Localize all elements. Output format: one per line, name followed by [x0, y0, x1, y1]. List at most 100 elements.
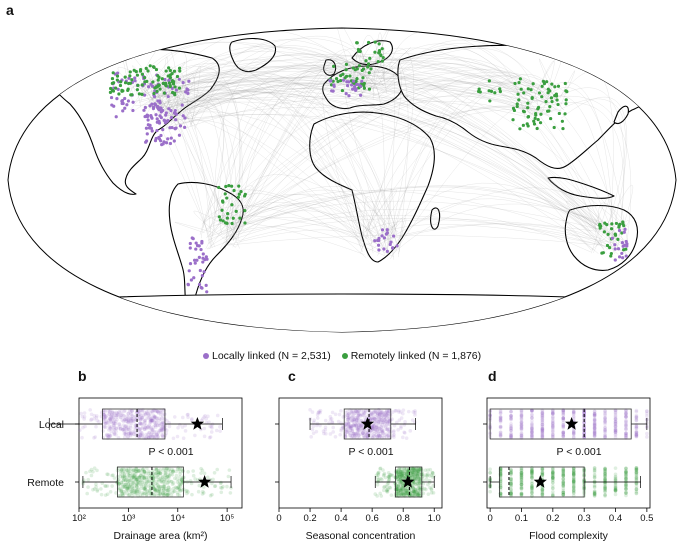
- jitter-point: [125, 491, 130, 496]
- jitter-point: [355, 416, 360, 420]
- jitter-point: [509, 472, 513, 477]
- link-line: [550, 102, 624, 236]
- jitter-point: [316, 411, 320, 415]
- jitter-point: [386, 411, 391, 416]
- jitter-point: [346, 415, 351, 420]
- jitter-point: [199, 466, 203, 471]
- link-line: [360, 219, 613, 244]
- jitter-point: [186, 490, 190, 494]
- jitter-point: [140, 468, 145, 472]
- station-point: [609, 251, 613, 256]
- jitter-point: [592, 491, 597, 495]
- jitter-point: [346, 421, 351, 425]
- station-point: [239, 189, 243, 194]
- jitter-point: [383, 417, 388, 421]
- jitter-point: [177, 478, 182, 483]
- jitter-point: [164, 488, 169, 493]
- jitter-point: [376, 415, 381, 419]
- jitter-point: [132, 432, 136, 436]
- jitter-point: [140, 426, 144, 431]
- jitter-point: [634, 491, 639, 495]
- jitter-point: [150, 418, 155, 423]
- link-line: [159, 66, 623, 243]
- jitter-point: [161, 421, 166, 425]
- jitter-point: [129, 489, 133, 494]
- station-point: [136, 83, 140, 88]
- jitter-point: [166, 474, 171, 479]
- station-point: [621, 256, 625, 260]
- jitter-point: [561, 423, 566, 427]
- jitter-point: [613, 466, 618, 470]
- jitter-point: [193, 477, 197, 481]
- station-point: [385, 249, 389, 253]
- station-point: [137, 92, 141, 96]
- station-point: [109, 95, 114, 100]
- jitter-point: [373, 420, 377, 424]
- station-point: [161, 142, 165, 146]
- jitter-point: [109, 424, 113, 429]
- station-point: [172, 69, 177, 73]
- tick-label: 10²: [72, 513, 86, 524]
- jitter-point: [379, 410, 384, 414]
- link-line: [201, 189, 377, 245]
- jitter-point: [114, 419, 118, 424]
- jitter-point: [108, 418, 113, 423]
- jitter-point: [126, 488, 130, 493]
- station-point: [385, 228, 389, 232]
- jitter-point: [121, 423, 126, 427]
- jitter-point: [374, 433, 379, 437]
- station-point: [537, 91, 542, 95]
- jitter-point: [149, 418, 154, 423]
- jitter-point: [158, 471, 163, 476]
- jitter-point: [361, 413, 366, 417]
- jitter-point: [162, 480, 167, 484]
- jitter-point: [145, 416, 149, 420]
- jitter-point: [155, 479, 159, 484]
- jitter-point: [519, 420, 524, 425]
- station-point: [620, 231, 624, 235]
- jitter-point: [165, 474, 170, 479]
- jitter-point: [156, 431, 161, 435]
- jitter-point: [384, 420, 389, 424]
- jitter-point: [498, 411, 503, 416]
- station-point: [544, 99, 548, 104]
- jitter-point: [127, 431, 131, 436]
- station-point: [382, 247, 386, 251]
- jitter-point: [155, 409, 159, 414]
- jitter-point: [133, 472, 138, 476]
- station-point: [177, 86, 182, 90]
- jitter-point: [373, 412, 377, 416]
- jitter-point: [333, 412, 338, 417]
- jitter-point: [351, 409, 355, 413]
- jitter-point: [138, 480, 142, 485]
- jitter-point: [370, 426, 375, 431]
- station-point: [143, 75, 147, 80]
- jitter-point: [112, 423, 116, 428]
- jitter-point: [189, 481, 194, 486]
- jitter-point: [203, 414, 207, 418]
- jitter-point: [128, 412, 133, 417]
- station-point: [155, 89, 159, 94]
- link-line: [165, 91, 401, 252]
- jitter-point: [202, 434, 207, 439]
- station-point: [518, 77, 522, 81]
- jitter-point: [381, 410, 385, 415]
- jitter-point: [135, 477, 139, 482]
- jitter-point: [345, 430, 349, 434]
- station-point: [159, 110, 163, 114]
- station-point: [194, 241, 198, 245]
- jitter-point: [162, 478, 167, 482]
- jitter-point: [218, 425, 222, 429]
- jitter-point: [370, 416, 375, 421]
- jitter-point: [333, 434, 338, 439]
- jitter-point: [603, 488, 607, 493]
- jitter-point: [112, 425, 117, 430]
- jitter-point: [176, 485, 181, 489]
- station-point: [227, 184, 231, 188]
- jitter-point: [353, 408, 358, 413]
- jitter-point: [162, 485, 167, 489]
- station-point: [516, 92, 520, 96]
- jitter-point: [152, 487, 157, 491]
- jitter-point: [140, 475, 145, 479]
- jitter-point: [144, 409, 149, 414]
